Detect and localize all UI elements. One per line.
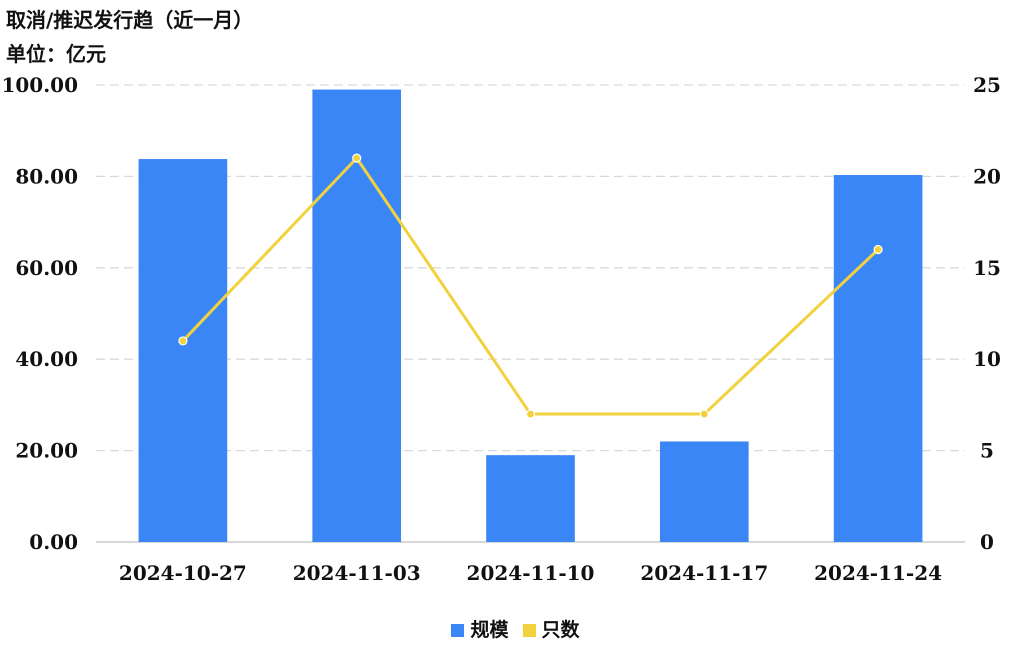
chart-title: 取消/推迟发行趋（近一月） — [6, 8, 254, 32]
line-series — [181, 156, 880, 416]
x-axis-tick-label: 2024-11-24 — [814, 561, 942, 585]
x-axis-tick-label: 2024-10-27 — [119, 561, 247, 585]
right-axis-tick-label: 15 — [973, 256, 1001, 280]
legend-swatch-bar — [451, 623, 465, 637]
line-point — [873, 244, 883, 255]
left-axis-tick-label: 40.00 — [15, 347, 78, 371]
legend-label-line: 只数 — [541, 619, 580, 641]
right-axis-tick-label: 5 — [980, 439, 994, 463]
x-axis-tick-label: 2024-11-03 — [293, 561, 421, 585]
bar — [833, 175, 923, 543]
right-axis-tick-label: 20 — [973, 164, 1001, 188]
bar — [312, 89, 402, 542]
left-axis-tick-label: 100.00 — [1, 73, 78, 97]
line-point — [352, 153, 362, 163]
combo-chart: 0.00 20.00 40.00 60.00 80.00 100.00 0 5 10 15 20 25… — [1, 73, 1001, 585]
x-axis-tick-label: 2024-11-10 — [467, 561, 595, 585]
bar — [486, 455, 575, 542]
legend-item-bar[interactable]: 规模 — [451, 618, 509, 642]
right-axis-tick-label: 0 — [980, 530, 994, 554]
bar — [138, 159, 228, 542]
line-point — [525, 409, 536, 419]
bar — [659, 441, 749, 542]
right-axis-tick-label: 25 — [973, 73, 1001, 97]
left-axis-tick-label: 60.00 — [15, 256, 78, 280]
left-axis-tick-label: 20.00 — [15, 439, 78, 463]
legend: 规模 只数 — [0, 618, 1031, 642]
legend-label-bar: 规模 — [470, 619, 509, 641]
left-axis-tick-label: 0.00 — [29, 530, 78, 554]
unit-label: 单位：亿元 — [6, 42, 106, 66]
legend-item-line[interactable]: 只数 — [522, 618, 580, 642]
left-axis-tick-label: 80.00 — [15, 164, 78, 188]
x-axis-tick-label: 2024-11-17 — [640, 561, 768, 585]
line-point — [178, 336, 188, 346]
right-axis-tick-label: 10 — [973, 347, 1001, 371]
line-point — [699, 409, 709, 419]
legend-swatch-line — [522, 623, 536, 637]
